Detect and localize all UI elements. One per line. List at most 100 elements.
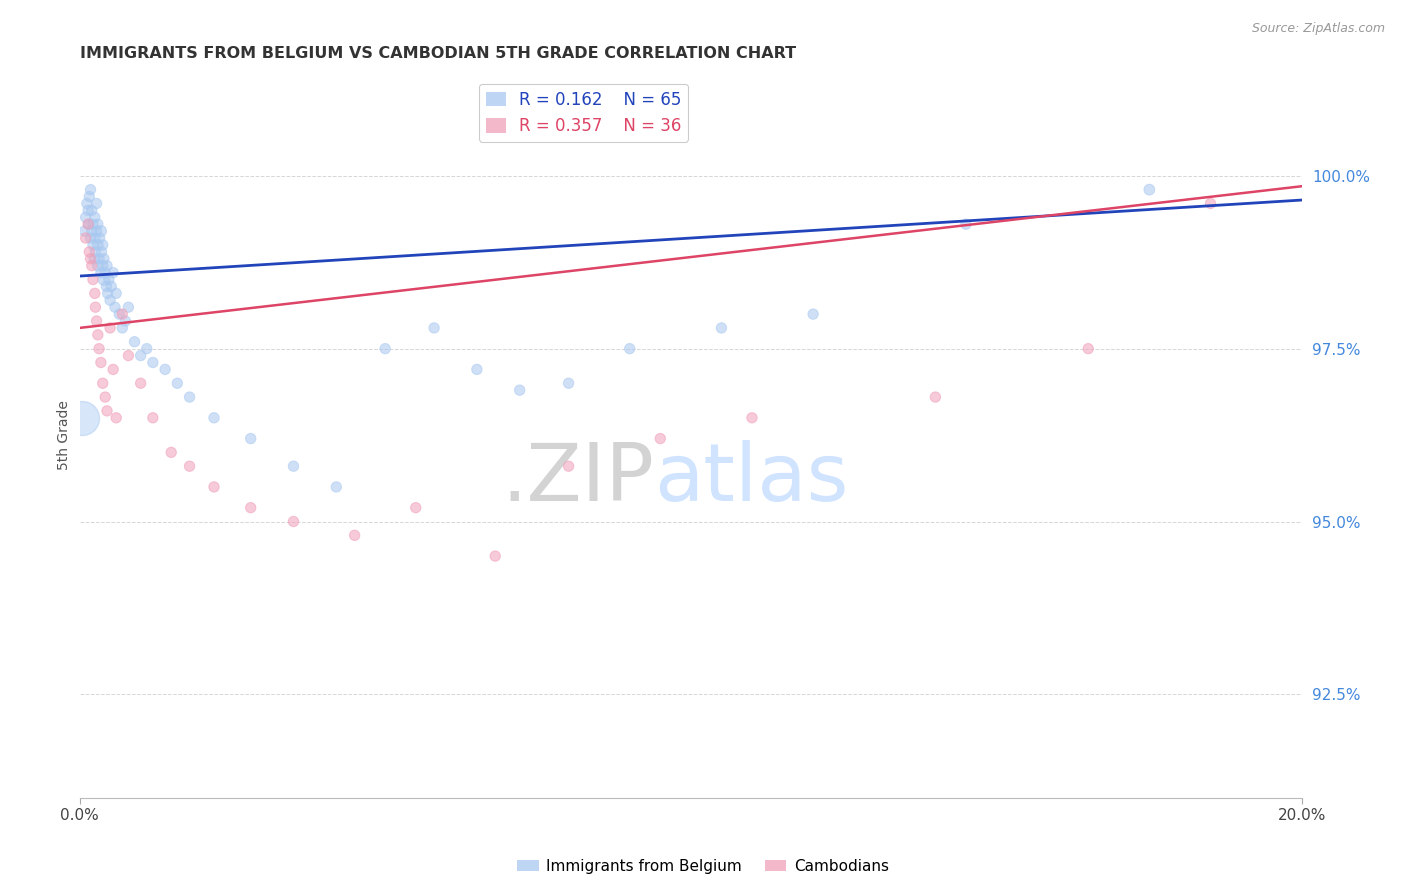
Point: [117, 300, 139, 314]
Point: [70, 410, 93, 425]
Point: [79, 231, 101, 245]
Point: [100, 279, 122, 293]
Point: [1077, 342, 1099, 356]
Point: [98, 321, 121, 335]
Point: [374, 342, 396, 356]
Point: [80, 224, 103, 238]
Point: [509, 383, 531, 397]
Point: [741, 410, 763, 425]
Point: [77, 217, 100, 231]
Point: [108, 307, 131, 321]
Point: [202, 480, 225, 494]
Point: [96, 279, 118, 293]
Point: [283, 459, 305, 474]
Text: atlas: atlas: [654, 440, 849, 517]
Point: [87, 327, 110, 342]
Point: [91, 238, 114, 252]
Point: [84, 300, 107, 314]
Point: [101, 362, 124, 376]
Point: [86, 314, 108, 328]
Point: [91, 259, 114, 273]
Point: [94, 390, 117, 404]
Point: [75, 211, 97, 225]
Point: [405, 500, 427, 515]
Point: [117, 349, 139, 363]
Point: [79, 189, 101, 203]
Point: [105, 286, 128, 301]
Point: [89, 231, 111, 245]
Point: [114, 314, 136, 328]
Point: [484, 549, 506, 563]
Point: [87, 259, 110, 273]
Y-axis label: 5th Grade: 5th Grade: [58, 401, 72, 470]
Legend: Immigrants from Belgium, Cambodians: Immigrants from Belgium, Cambodians: [510, 853, 896, 880]
Point: [91, 376, 114, 391]
Point: [142, 410, 165, 425]
Point: [90, 244, 112, 259]
Point: [98, 293, 121, 308]
Point: [650, 432, 672, 446]
Point: [87, 342, 110, 356]
Point: [76, 196, 98, 211]
Point: [90, 224, 112, 238]
Point: [73, 224, 96, 238]
Point: [423, 321, 446, 335]
Text: IMMIGRANTS FROM BELGIUM VS CAMBODIAN 5TH GRADE CORRELATION CHART: IMMIGRANTS FROM BELGIUM VS CAMBODIAN 5TH…: [80, 46, 796, 62]
Point: [104, 300, 127, 314]
Point: [955, 217, 977, 231]
Point: [465, 362, 488, 376]
Point: [557, 459, 579, 474]
Point: [160, 445, 183, 459]
Point: [86, 196, 108, 211]
Point: [129, 349, 152, 363]
Point: [83, 252, 105, 266]
Point: [710, 321, 733, 335]
Point: [142, 355, 165, 369]
Point: [94, 266, 117, 280]
Point: [83, 286, 105, 301]
Text: Source: ZipAtlas.com: Source: ZipAtlas.com: [1251, 22, 1385, 36]
Point: [1199, 196, 1222, 211]
Point: [179, 459, 201, 474]
Point: [124, 334, 146, 349]
Point: [801, 307, 824, 321]
Point: [202, 410, 225, 425]
Point: [96, 259, 118, 273]
Point: [80, 203, 103, 218]
Point: [77, 203, 100, 218]
Point: [82, 272, 104, 286]
Point: [86, 224, 108, 238]
Point: [619, 342, 641, 356]
Point: [239, 432, 262, 446]
Point: [77, 217, 100, 231]
Point: [166, 376, 188, 391]
Point: [97, 286, 120, 301]
Point: [90, 355, 112, 369]
Point: [93, 272, 115, 286]
Point: [79, 244, 101, 259]
Point: [325, 480, 347, 494]
Point: [97, 272, 120, 286]
Text: .ZIP: .ZIP: [502, 440, 654, 517]
Point: [75, 231, 97, 245]
Point: [83, 211, 105, 225]
Point: [129, 376, 152, 391]
Point: [80, 259, 103, 273]
Point: [87, 238, 110, 252]
Point: [79, 183, 101, 197]
Point: [101, 266, 124, 280]
Point: [82, 217, 104, 231]
Point: [105, 410, 128, 425]
Point: [84, 244, 107, 259]
Point: [1137, 183, 1160, 197]
Point: [82, 238, 104, 252]
Point: [135, 342, 157, 356]
Point: [283, 515, 305, 529]
Point: [557, 376, 579, 391]
Point: [79, 252, 101, 266]
Point: [90, 266, 112, 280]
Point: [111, 307, 134, 321]
Point: [153, 362, 176, 376]
Point: [83, 231, 105, 245]
Point: [924, 390, 946, 404]
